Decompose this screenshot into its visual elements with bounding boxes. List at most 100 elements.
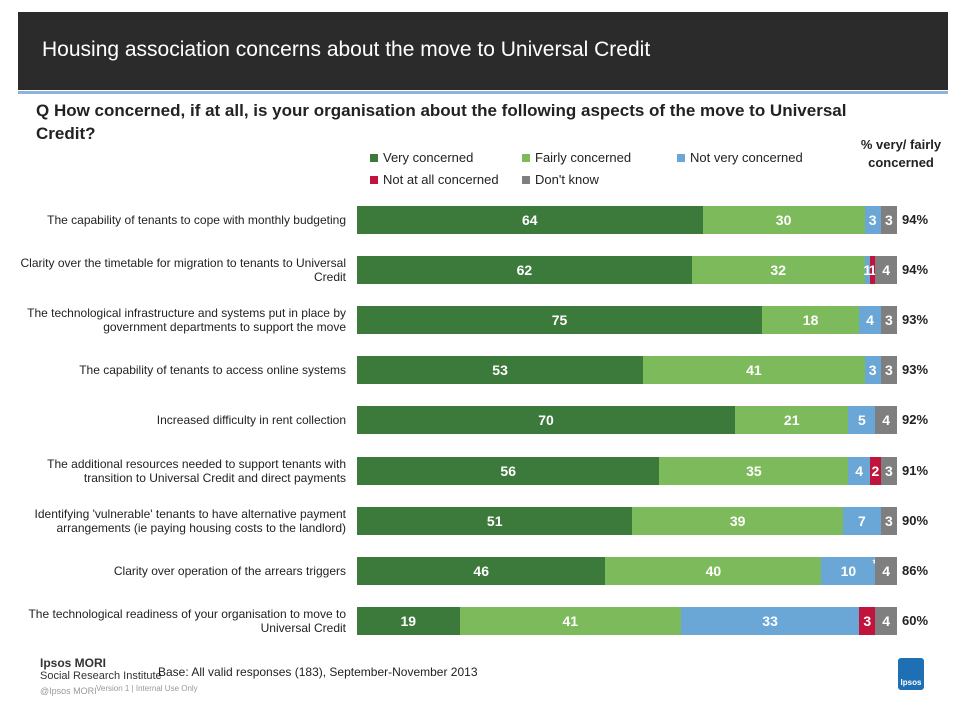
category-label: Clarity over operation of the arrears tr… <box>113 563 346 578</box>
bar-segment <box>659 456 849 485</box>
totals-header: % very/ fairly concerned <box>860 137 942 170</box>
legend-label: Not very concerned <box>690 150 803 165</box>
data-label: 19 <box>400 612 417 629</box>
bar-segment <box>735 406 849 435</box>
data-label: 35 <box>746 462 762 479</box>
header-rule <box>18 91 948 94</box>
category-label: The capability of tenants to cope with m… <box>47 213 346 227</box>
legend-label: Not at all concerned <box>383 172 499 187</box>
bar-segment <box>875 556 897 585</box>
legend-label: Fairly concerned <box>535 150 632 165</box>
total-label: 92% <box>902 412 929 428</box>
bar-segment <box>357 406 735 435</box>
category-label: The capability of tenants to access onli… <box>79 363 346 378</box>
category-label: Clarity over the timetable for migration… <box>20 256 346 285</box>
data-label: 40 <box>705 562 722 579</box>
bar-segment <box>357 456 660 485</box>
bar-segment <box>880 306 897 335</box>
bar-segment <box>875 606 897 635</box>
data-label: 56 <box>500 462 516 479</box>
legend-swatch <box>370 153 378 162</box>
bar-segment <box>357 606 460 635</box>
legend-swatch <box>522 153 530 162</box>
bar-segment <box>843 506 881 535</box>
data-label: 3 <box>868 212 877 228</box>
data-label: 46 <box>473 562 489 579</box>
data-label: 62 <box>516 262 533 279</box>
category-label: Increased difficulty in rent collection <box>156 413 346 428</box>
bar-segment <box>681 606 860 635</box>
legend-item: Not at all concerned <box>370 172 499 187</box>
logo: Ipsos <box>898 658 924 690</box>
data-label: 3 <box>884 462 893 479</box>
bar-segment <box>605 556 822 585</box>
data-label: 30 <box>775 212 792 228</box>
bar-segment <box>762 306 860 335</box>
data-label: 3 <box>884 312 893 329</box>
bar-segment <box>357 506 633 535</box>
data-label: 75 <box>551 312 568 329</box>
bar-segment <box>875 256 897 285</box>
data-label: 1 <box>868 262 877 279</box>
data-label: 41 <box>746 362 762 379</box>
base-note: Base: All valid responses (183), Septemb… <box>158 665 478 679</box>
org-name: Ipsos MORI <box>40 656 107 670</box>
total-label: 94% <box>902 212 929 227</box>
category-label: Identifying 'vulnerable' tenants to have… <box>34 506 346 535</box>
data-label: 53 <box>492 362 508 379</box>
data-label: * <box>869 549 881 577</box>
copyright: @Ipsos MORI <box>40 686 97 696</box>
data-label: 64 <box>522 212 538 228</box>
bar-segment <box>880 456 897 485</box>
data-label: 3 <box>884 512 893 529</box>
data-label: 10 <box>840 562 857 579</box>
data-label: 4 <box>882 612 891 629</box>
data-label: 70 <box>538 412 554 429</box>
bar-segment <box>691 256 865 285</box>
legend-swatch <box>677 153 685 162</box>
data-label: 4 <box>866 312 874 329</box>
bar-segment <box>870 456 881 485</box>
data-label: 51 <box>486 512 503 529</box>
data-label: 41 <box>562 612 579 629</box>
data-label: 4 <box>882 412 891 429</box>
category-label: The additional resources needed to suppo… <box>47 456 346 485</box>
bar-segment <box>859 306 881 335</box>
bar-segment <box>859 606 876 635</box>
data-label: 32 <box>770 262 786 279</box>
header-bar <box>18 12 948 90</box>
bar-segment <box>357 556 606 585</box>
bar-segment <box>357 306 762 335</box>
data-label: 3 <box>868 362 877 379</box>
total-label: 90% <box>902 512 929 528</box>
bar-segment <box>864 356 881 385</box>
bar-segment <box>875 406 897 435</box>
total-label: 86% <box>902 562 929 578</box>
data-label: 5 <box>857 412 866 429</box>
legend-swatch <box>522 175 530 184</box>
total-label: 94% <box>902 262 929 278</box>
data-label: 3 <box>863 612 872 629</box>
org-sub: Social Research Institute <box>40 670 162 682</box>
data-label: 4 <box>882 262 891 279</box>
data-label: 4 <box>855 462 864 479</box>
legend-item: Not very concerned <box>677 150 803 165</box>
bar-segment <box>459 606 681 635</box>
data-label: 18 <box>802 312 819 329</box>
bar-segment <box>357 206 703 234</box>
total-label: 60% <box>902 612 929 628</box>
bar-segment <box>880 356 897 385</box>
category-label: The technological readiness of your orga… <box>28 606 346 635</box>
legend-label: Very concerned <box>383 150 474 165</box>
total-label: 93% <box>902 362 929 378</box>
legend-label: Don't know <box>535 172 599 187</box>
data-label: 4 <box>882 562 891 579</box>
data-label: 39 <box>729 512 746 529</box>
bar-segment <box>848 406 876 435</box>
data-label: 21 <box>783 412 800 429</box>
question: Q How concerned, if at all, is your orga… <box>36 101 847 143</box>
bar-segment <box>357 256 692 285</box>
version: Version 1 | Internal Use Only <box>96 684 198 693</box>
bar-segment <box>357 356 644 385</box>
